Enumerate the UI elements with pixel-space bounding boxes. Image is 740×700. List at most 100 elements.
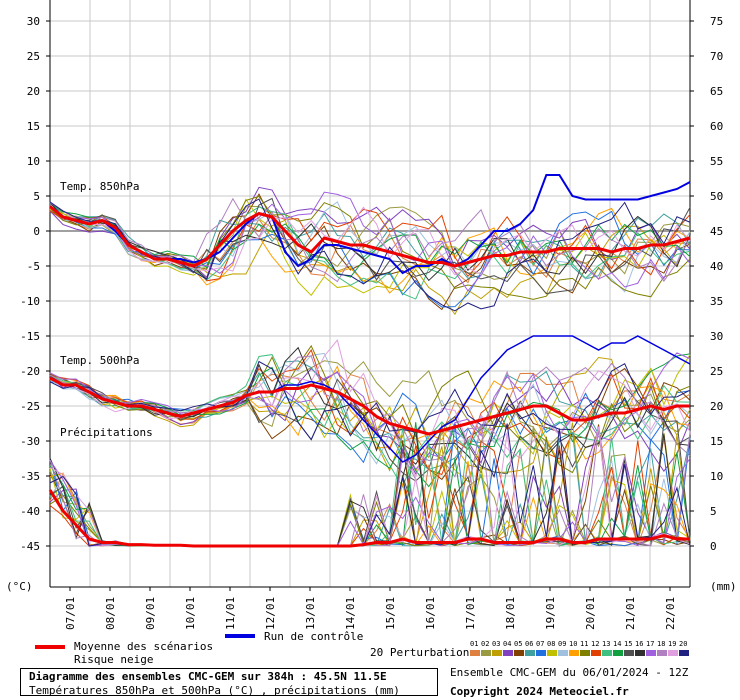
legend-perturbation-id: 12 bbox=[591, 640, 599, 648]
left-tick-label: -35 bbox=[20, 470, 40, 483]
mean-precip-line bbox=[48, 489, 690, 548]
x-tick-label: 13/01 bbox=[304, 597, 317, 630]
legend-perturbation-id: 03 bbox=[492, 640, 500, 648]
right-tick-label: 5 bbox=[710, 505, 717, 518]
legend-perturbations-label: 20 Perturbations bbox=[370, 646, 476, 659]
legend-perturbation-swatch bbox=[470, 650, 480, 656]
x-tick-label: 16/01 bbox=[424, 597, 437, 630]
perturbation-t850 bbox=[49, 198, 691, 297]
legend-perturbation-swatch bbox=[657, 650, 667, 656]
x-tick-label: 20/01 bbox=[584, 597, 597, 630]
right-tick-label: 15 bbox=[710, 435, 723, 448]
right-tick-label: 65 bbox=[710, 85, 723, 98]
section-label: Temp. 500hPa bbox=[60, 354, 139, 367]
left-tick-label: 5 bbox=[33, 190, 40, 203]
left-tick-label: -15 bbox=[20, 330, 40, 343]
legend-perturbation-swatch bbox=[503, 650, 513, 656]
right-tick-label: 20 bbox=[710, 400, 723, 413]
legend-perturbation-id: 11 bbox=[580, 640, 588, 648]
legend-perturbation-id: 19 bbox=[668, 640, 676, 648]
x-tick-label: 08/01 bbox=[104, 597, 117, 630]
left-tick-label: 15 bbox=[27, 120, 40, 133]
perturbation-t850 bbox=[49, 198, 691, 312]
x-tick-label: 17/01 bbox=[464, 597, 477, 630]
right-tick-label: 55 bbox=[710, 155, 723, 168]
perturbation-t500 bbox=[49, 353, 691, 488]
left-tick-label: 25 bbox=[27, 50, 40, 63]
legend-perturbation-id: 06 bbox=[525, 640, 533, 648]
right-tick-label: 50 bbox=[710, 190, 723, 203]
right-tick-label: 10 bbox=[710, 470, 723, 483]
legend-perturbation-swatch bbox=[668, 650, 678, 656]
perturbation-t500 bbox=[49, 355, 691, 478]
section-label: Précipitations bbox=[60, 426, 153, 439]
legend-perturbation-swatch bbox=[558, 650, 568, 656]
legend-perturbation-id: 14 bbox=[613, 640, 621, 648]
legend-mean-label: Moyenne des scénarios bbox=[74, 640, 213, 653]
legend-perturbation-id: 07 bbox=[536, 640, 544, 648]
legend-perturbation-swatch bbox=[481, 650, 491, 656]
legend-perturbation-swatch bbox=[547, 650, 557, 656]
legend-perturbation-id: 02 bbox=[481, 640, 489, 648]
legend-perturbation-swatch bbox=[580, 650, 590, 656]
left-tick-label: -10 bbox=[20, 295, 40, 308]
legend-perturbation-swatch bbox=[613, 650, 623, 656]
mean-t850-line bbox=[49, 205, 691, 268]
right-tick-label: 45 bbox=[710, 225, 723, 238]
legend-perturbation-id: 09 bbox=[558, 640, 566, 648]
legend-perturbation-swatch bbox=[492, 650, 502, 656]
legend-perturbation-id: 10 bbox=[569, 640, 577, 648]
x-tick-label: 14/01 bbox=[344, 597, 357, 630]
x-tick-label: 10/01 bbox=[184, 597, 197, 630]
legend-perturbation-swatch bbox=[525, 650, 535, 656]
legend-perturbation-id: 20 bbox=[679, 640, 687, 648]
left-tick-label: -30 bbox=[20, 435, 40, 448]
x-tick-label: 15/01 bbox=[384, 597, 397, 630]
perturbation-t500 bbox=[49, 346, 691, 474]
left-tick-label: -5 bbox=[27, 260, 40, 273]
perturbation-t500 bbox=[49, 352, 691, 471]
legend-perturbation-id: 18 bbox=[657, 640, 665, 648]
right-tick-label: 0 bbox=[710, 540, 717, 553]
legend-perturbation-id: 08 bbox=[547, 640, 555, 648]
x-tick-label: 21/01 bbox=[624, 597, 637, 630]
legend-perturbation-swatch bbox=[679, 650, 689, 656]
left-tick-label: 30 bbox=[27, 15, 40, 28]
legend-perturbation-id: 01 bbox=[470, 640, 478, 648]
left-tick-label: -45 bbox=[20, 540, 40, 553]
legend-perturbation-swatch bbox=[569, 650, 579, 656]
perturbation-t850 bbox=[49, 201, 691, 282]
mean-t500-line bbox=[49, 376, 690, 436]
legend-perturbation-id: 04 bbox=[503, 640, 511, 648]
section-label: Temp. 850hPa bbox=[60, 180, 139, 193]
copyright: Copyright 2024 Meteociel.fr bbox=[450, 685, 629, 698]
perturbation-t500 bbox=[49, 339, 691, 478]
legend-title: Diagramme des ensembles CMC-GEM sur 384h… bbox=[29, 670, 387, 683]
right-tick-label: 30 bbox=[710, 330, 723, 343]
right-tick-label: 60 bbox=[710, 120, 723, 133]
right-tick-label: 75 bbox=[710, 15, 723, 28]
legend-perturbation-id: 16 bbox=[635, 640, 643, 648]
legend-perturbation-id: 05 bbox=[514, 640, 522, 648]
legend-perturbation-id: 13 bbox=[602, 640, 610, 648]
x-tick-label: 12/01 bbox=[264, 597, 277, 630]
left-tick-label: -25 bbox=[20, 400, 40, 413]
legend-perturbation-swatch bbox=[624, 650, 634, 656]
legend-perturbation-swatch bbox=[536, 650, 546, 656]
right-tick-label: 25 bbox=[710, 365, 723, 378]
right-tick-label: 35 bbox=[710, 295, 723, 308]
left-tick-label: 10 bbox=[27, 155, 40, 168]
legend-perturbation-swatch bbox=[646, 650, 656, 656]
left-tick-label: -40 bbox=[20, 505, 40, 518]
x-tick-label: 09/01 bbox=[144, 597, 157, 630]
right-unit-label: (mm) bbox=[710, 580, 737, 593]
legend-perturbation-id: 15 bbox=[624, 640, 632, 648]
right-tick-label: 40 bbox=[710, 260, 723, 273]
legend-control-label: Run de contrôle bbox=[264, 630, 363, 643]
left-tick-label: -20 bbox=[20, 365, 40, 378]
x-tick-label: 19/01 bbox=[544, 597, 557, 630]
legend-perturbation-swatch bbox=[591, 650, 601, 656]
perturbation-t850 bbox=[49, 208, 691, 282]
legend-perturbation-swatch bbox=[602, 650, 612, 656]
